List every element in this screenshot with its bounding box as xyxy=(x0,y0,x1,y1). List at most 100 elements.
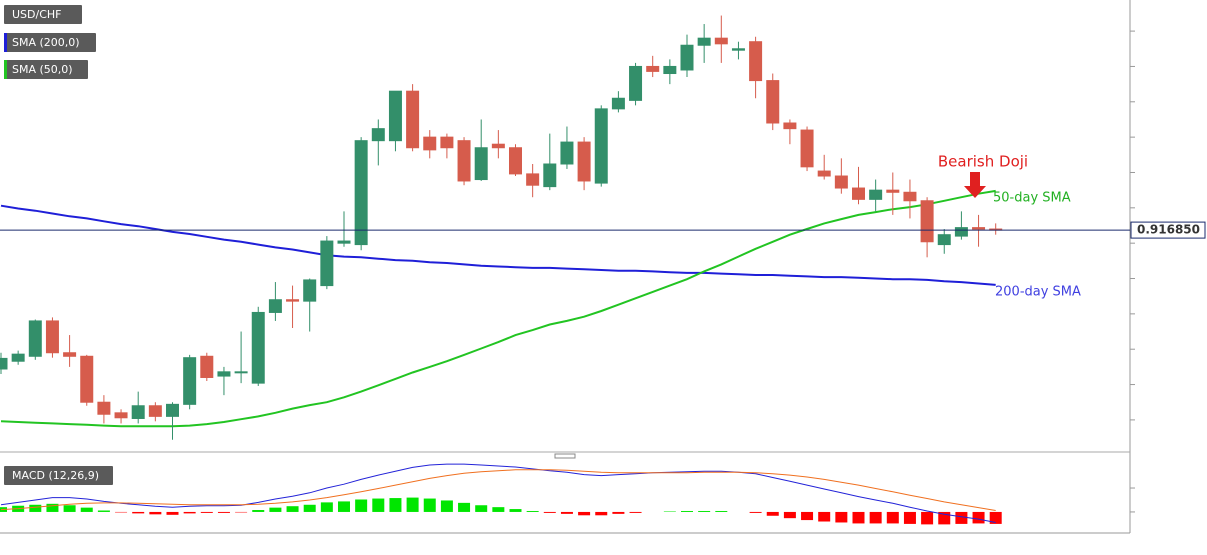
candle-body xyxy=(457,140,471,182)
indicator-line xyxy=(0,463,996,523)
candle-body xyxy=(611,97,625,110)
candle-body xyxy=(320,240,334,287)
candle-body xyxy=(337,240,351,244)
candle-body xyxy=(423,136,437,151)
price-panel xyxy=(0,15,1003,440)
histogram-bar xyxy=(715,510,728,512)
legend-text: SMA (200,0) xyxy=(12,36,80,49)
legend-box xyxy=(4,33,96,52)
candle-body xyxy=(11,353,25,362)
histogram-bar xyxy=(183,511,196,514)
histogram-bar xyxy=(801,511,814,521)
candle-body xyxy=(114,412,128,419)
histogram-bar xyxy=(886,511,899,524)
histogram-bar xyxy=(475,505,488,512)
histogram-bar xyxy=(509,509,522,512)
candle-body xyxy=(491,143,505,149)
candle-body xyxy=(286,299,300,302)
histogram-bar xyxy=(629,511,642,513)
candle-body xyxy=(474,147,488,181)
histogram-bar xyxy=(955,511,968,524)
candle-body xyxy=(131,405,145,419)
histogram-bar xyxy=(149,511,162,515)
histogram-bar xyxy=(783,511,796,519)
candle-body xyxy=(303,279,317,302)
indicator-line xyxy=(0,204,996,286)
histogram-bar xyxy=(560,511,573,514)
histogram-bar xyxy=(492,507,505,512)
candle-body xyxy=(714,37,728,45)
annotation: 200-day SMA xyxy=(995,285,1081,300)
histogram-bar xyxy=(372,498,385,512)
histogram-bar xyxy=(818,511,831,522)
candle-body xyxy=(526,173,540,186)
histogram-bar xyxy=(97,510,110,512)
histogram-bar xyxy=(80,507,93,512)
histogram-bar xyxy=(989,511,1002,524)
indicator-line xyxy=(0,189,996,428)
candle-body xyxy=(920,200,934,243)
candle-body xyxy=(663,65,677,75)
histogram-bar xyxy=(835,511,848,523)
candle-body xyxy=(200,355,214,378)
candle-body xyxy=(251,311,265,384)
histogram-bar xyxy=(852,511,865,524)
candle-body xyxy=(509,147,522,175)
histogram-bar xyxy=(681,510,693,512)
panel-handle xyxy=(554,453,576,459)
histogram-bar xyxy=(166,511,179,515)
annotation: 50-day SMA xyxy=(993,191,1071,206)
histogram-bar xyxy=(543,511,556,513)
histogram-bar xyxy=(612,511,625,514)
price-label-box xyxy=(1130,221,1206,239)
axes: 0.916850 xyxy=(0,0,1206,534)
candle-body xyxy=(543,163,557,188)
candle-body xyxy=(45,320,59,354)
candle-body xyxy=(63,352,77,357)
candle-body xyxy=(852,187,865,200)
histogram-bar xyxy=(423,498,436,512)
histogram-bar xyxy=(389,498,402,512)
candle-body xyxy=(183,357,197,405)
histogram-bar xyxy=(252,510,265,512)
candle-body xyxy=(560,141,574,165)
candle-body xyxy=(766,80,780,124)
histogram-bar xyxy=(217,511,230,513)
histogram-bar xyxy=(200,511,213,513)
candle-body xyxy=(406,90,420,149)
candle-body xyxy=(697,37,711,46)
overlay: USD/CHF SMA (200,0) SMA (50,0) Bearish Doji… xyxy=(4,5,1081,485)
candle-body xyxy=(937,234,951,246)
candle-body xyxy=(680,44,694,71)
histogram-bar xyxy=(578,511,591,516)
candle-body xyxy=(354,140,368,246)
legend-text: MACD (12,26,9) xyxy=(12,469,99,482)
histogram-bar xyxy=(355,499,368,512)
candle-body xyxy=(817,170,831,177)
histogram-bar xyxy=(458,502,471,512)
histogram-bar xyxy=(972,511,985,524)
histogram-bar xyxy=(303,504,316,512)
histogram-bar xyxy=(320,502,333,512)
histogram-bar xyxy=(869,511,882,524)
indicator-line xyxy=(0,469,996,511)
candle-body xyxy=(166,403,179,417)
candle-body xyxy=(731,48,745,51)
histogram-bar xyxy=(338,501,350,512)
candle-body xyxy=(834,175,848,189)
histogram-bar xyxy=(440,500,453,512)
histogram-bar xyxy=(286,506,299,512)
candle-body xyxy=(800,129,814,168)
histogram-bar xyxy=(698,510,711,512)
histogram-bar xyxy=(749,511,762,513)
candle-body xyxy=(972,227,986,230)
histogram-bar xyxy=(903,511,916,524)
candle-body xyxy=(869,189,883,200)
arrow xyxy=(964,172,986,198)
candle-body xyxy=(954,227,968,237)
legend-swatch xyxy=(4,33,7,52)
legend-text: SMA (50,0) xyxy=(12,63,73,76)
candle-body xyxy=(749,41,763,82)
histogram-bar xyxy=(132,511,145,514)
candle-body xyxy=(646,65,660,72)
